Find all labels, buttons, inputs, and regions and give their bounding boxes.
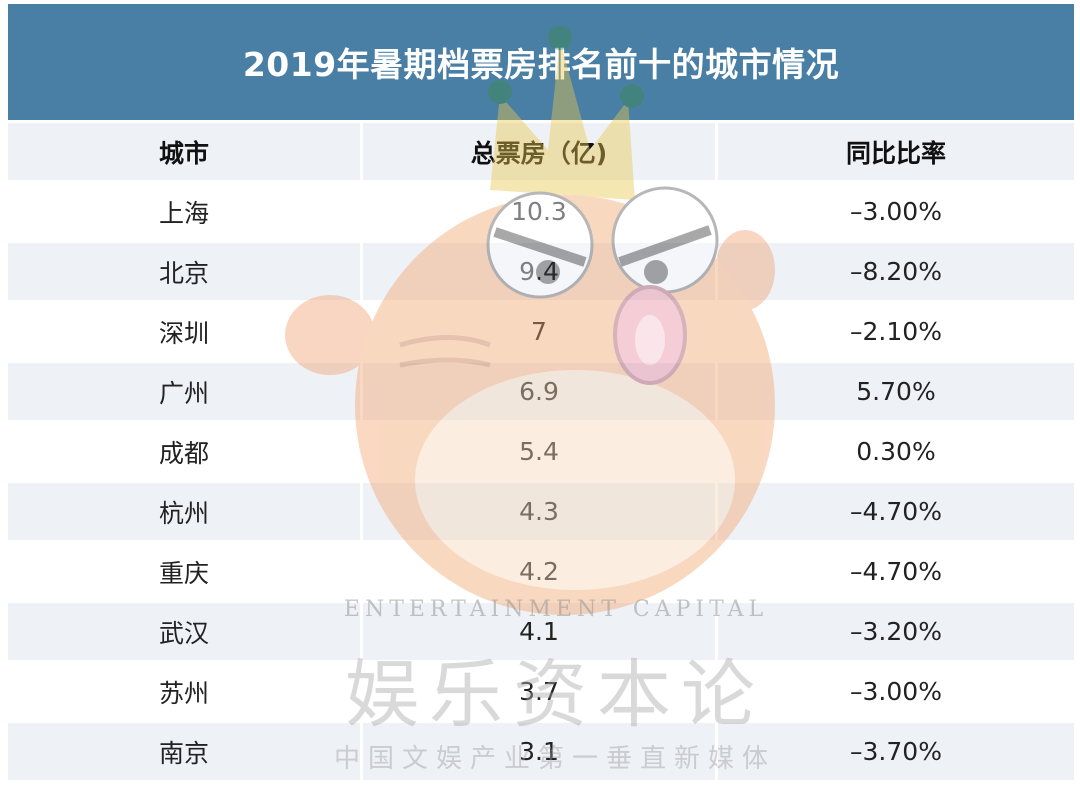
- cell-box-office: 5.4: [363, 423, 715, 480]
- cell-yoy: 0.30%: [718, 423, 1074, 480]
- cell-yoy: –3.00%: [718, 663, 1074, 720]
- cell-yoy: –3.20%: [718, 603, 1074, 660]
- cell-yoy: –4.70%: [718, 543, 1074, 600]
- cell-box-office: 7: [363, 303, 715, 360]
- cell-city: 重庆: [8, 543, 360, 600]
- table-grid: 城市 总票房（亿) 同比比率 上海 10.3 –3.00% 北京 9.4 –8.…: [8, 123, 1074, 780]
- cell-city: 杭州: [8, 483, 360, 540]
- cell-box-office: 4.2: [363, 543, 715, 600]
- cell-city: 上海: [8, 183, 360, 240]
- cell-yoy: –2.10%: [718, 303, 1074, 360]
- cell-box-office: 4.3: [363, 483, 715, 540]
- header-city: 城市: [8, 123, 360, 180]
- cell-box-office: 6.9: [363, 363, 715, 420]
- table-title: 2019年暑期档票房排名前十的城市情况: [8, 4, 1074, 120]
- box-office-table: 2019年暑期档票房排名前十的城市情况 城市 总票房（亿) 同比比率 上海 10…: [8, 4, 1074, 789]
- cell-box-office: 3.7: [363, 663, 715, 720]
- cell-city: 北京: [8, 243, 360, 300]
- cell-box-office: 10.3: [363, 183, 715, 240]
- cell-city: 苏州: [8, 663, 360, 720]
- header-box-office: 总票房（亿): [363, 123, 715, 180]
- cell-box-office: 3.1: [363, 723, 715, 780]
- cell-city: 武汉: [8, 603, 360, 660]
- cell-box-office: 9.4: [363, 243, 715, 300]
- cell-city: 南京: [8, 723, 360, 780]
- cell-yoy: 5.70%: [718, 363, 1074, 420]
- cell-box-office: 4.1: [363, 603, 715, 660]
- header-yoy: 同比比率: [718, 123, 1074, 180]
- cell-yoy: –3.70%: [718, 723, 1074, 780]
- cell-city: 广州: [8, 363, 360, 420]
- cell-city: 成都: [8, 423, 360, 480]
- cell-yoy: –8.20%: [718, 243, 1074, 300]
- cell-city: 深圳: [8, 303, 360, 360]
- cell-yoy: –4.70%: [718, 483, 1074, 540]
- cell-yoy: –3.00%: [718, 183, 1074, 240]
